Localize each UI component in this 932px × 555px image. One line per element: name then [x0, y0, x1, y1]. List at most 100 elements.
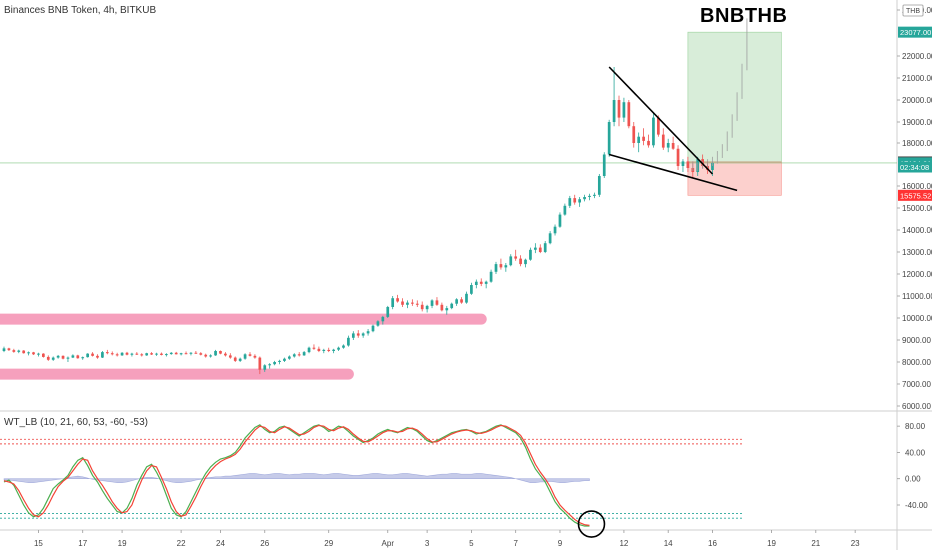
candle-body — [184, 353, 188, 355]
candle-body — [209, 355, 212, 357]
price-tick-label: 9000.00 — [902, 336, 931, 345]
candle-body — [632, 126, 636, 143]
candle-body — [563, 205, 567, 215]
candle-body — [96, 355, 99, 358]
candle-body — [470, 285, 473, 294]
candle-body — [125, 352, 129, 355]
candle-body — [504, 265, 508, 268]
candle-body — [607, 122, 611, 155]
price-tick-label: 16000.00 — [902, 182, 932, 191]
candle-body — [524, 259, 527, 265]
candle-body — [288, 356, 291, 359]
candle-body — [666, 143, 670, 148]
candle-body — [519, 258, 522, 265]
candle-body — [268, 364, 272, 366]
candle-body — [248, 354, 252, 356]
candle-body — [681, 161, 685, 166]
candle-body — [593, 194, 596, 196]
candle-body — [243, 354, 247, 359]
candle-body — [71, 355, 75, 358]
candle-body — [376, 321, 380, 326]
candle-body — [312, 347, 316, 349]
price-tick-label: 10000.00 — [902, 314, 932, 323]
candle-body — [347, 337, 350, 346]
candle-body — [568, 198, 572, 206]
price-tick-label: 18000.00 — [902, 139, 932, 148]
time-tick-label: 22 — [177, 539, 186, 548]
price-tick-label: 6000.00 — [902, 402, 931, 411]
time-tick-label: 19 — [767, 539, 776, 548]
candle-body — [425, 305, 429, 310]
candle-body — [145, 353, 149, 356]
candle-body — [588, 195, 591, 197]
candle-body — [652, 117, 655, 146]
candle-body — [2, 348, 6, 351]
candle-body — [189, 352, 193, 354]
candle-body — [7, 348, 11, 351]
candle-body — [81, 357, 85, 359]
time-tick-label: Apr — [382, 539, 395, 548]
candle-body — [391, 298, 395, 307]
candle-body — [174, 352, 178, 355]
time-tick-label: 9 — [558, 539, 563, 548]
candle-body — [617, 100, 621, 118]
candle-body — [396, 298, 399, 302]
candle-body — [637, 136, 641, 143]
candle-body — [401, 301, 404, 305]
candle-body — [647, 140, 650, 146]
candle-body — [612, 100, 616, 122]
candle-body — [120, 352, 124, 356]
candle-body — [465, 293, 468, 303]
candle-body — [406, 302, 409, 305]
candle-body — [711, 162, 714, 170]
candle-body — [553, 226, 557, 234]
candle-body — [140, 354, 144, 356]
osc-series-0 — [3, 424, 590, 527]
target-zone — [687, 31, 782, 163]
candle-body — [46, 356, 50, 360]
candle-body — [642, 136, 645, 141]
candle-body — [160, 353, 163, 355]
price-tag — [898, 161, 932, 173]
candle-body — [661, 134, 665, 148]
candle-body — [307, 347, 311, 353]
currency-badge[interactable]: THB — [902, 4, 924, 17]
price-tick-label: 22000.00 — [902, 52, 932, 61]
candle-body — [12, 350, 16, 352]
candle-body — [479, 281, 483, 284]
candle-body — [165, 354, 168, 356]
wedge-upper-line — [608, 66, 714, 175]
candle-body — [228, 355, 232, 358]
price-tick-label: 19000.00 — [902, 118, 932, 127]
currency-badge-label: THB — [906, 8, 920, 15]
candle-body — [219, 351, 222, 354]
candle-body — [366, 331, 370, 334]
price-tag — [898, 26, 932, 38]
candle-body — [61, 355, 65, 359]
candle-body — [322, 349, 326, 351]
candle-body — [440, 304, 444, 311]
candle-body — [474, 281, 478, 285]
time-tick-label: 19 — [118, 539, 127, 548]
candle-body — [494, 264, 498, 272]
oscillator-legend: WT_LB (10, 21, 60, 53, -60, -53) — [4, 417, 148, 428]
candle-body — [578, 199, 581, 203]
candle-body — [76, 355, 80, 359]
price-tag — [898, 189, 932, 201]
candle-body — [283, 358, 286, 361]
time-tick-label: 3 — [425, 539, 430, 548]
price-tag-label: 02:34:08 — [900, 163, 929, 172]
candle-body — [371, 325, 375, 332]
candle-body — [548, 233, 552, 244]
candle-body — [538, 247, 542, 252]
candle-body — [671, 143, 675, 149]
candle-body — [150, 353, 153, 355]
candle-body — [155, 353, 158, 355]
candle-body — [51, 357, 55, 360]
candle-body — [238, 358, 242, 361]
candle-body — [627, 102, 631, 127]
candle-body — [135, 353, 139, 355]
candle-body — [297, 354, 301, 356]
